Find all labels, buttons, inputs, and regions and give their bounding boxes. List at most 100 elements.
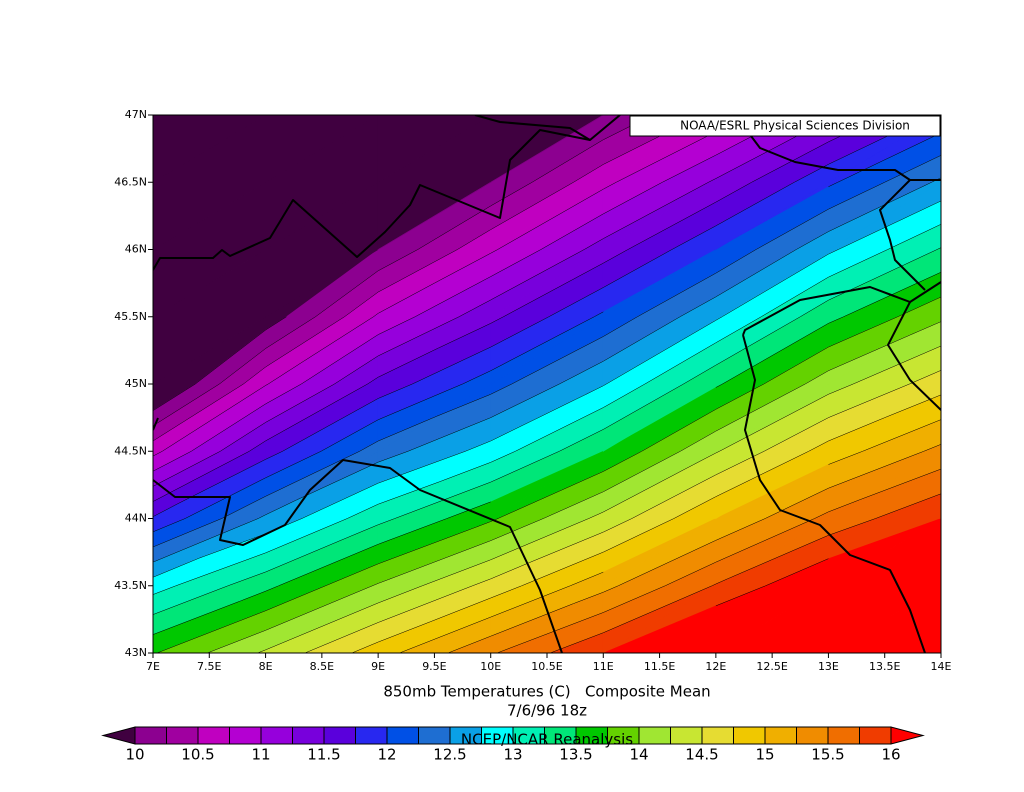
contour-line (153, 585, 229, 615)
contour-line (490, 394, 587, 442)
contour-line (153, 518, 259, 563)
contour-band (377, 115, 492, 183)
colorbar-extend (890, 726, 925, 745)
contour-line (497, 188, 604, 250)
contour-line (436, 394, 491, 417)
contour-line (343, 524, 379, 540)
colorbar-box (355, 726, 388, 745)
contour-line (715, 316, 762, 343)
colorbar-label: 10 (125, 746, 144, 764)
contour-line (631, 474, 716, 519)
borders (153, 115, 941, 653)
contour-band (490, 115, 604, 183)
contour-line (490, 249, 542, 277)
contour-line (923, 444, 941, 452)
colorbar-box (197, 726, 230, 745)
x-tick-label: 14E (931, 660, 952, 673)
contour-line (715, 182, 795, 227)
border (153, 459, 563, 653)
contour-line (490, 518, 544, 541)
y-tick-label: 44.5N (114, 444, 147, 457)
contour-line (378, 383, 463, 420)
contour-line (862, 419, 941, 452)
contour-line (490, 249, 585, 301)
contour-line (828, 451, 924, 489)
x-tick-label: 7.5E (197, 660, 221, 673)
contour-line (265, 518, 348, 554)
colorbar-box (229, 726, 262, 745)
contour-line (378, 585, 423, 604)
credit-box (629, 115, 941, 137)
contour-line (315, 270, 379, 317)
contour-line (715, 451, 720, 454)
y-tick-label: 43.5N (114, 579, 147, 592)
contour-line (282, 602, 379, 643)
colorbar-box (166, 726, 199, 745)
contour-line (265, 585, 279, 592)
contour-line (239, 590, 266, 602)
colorbar-label: 14 (629, 746, 648, 764)
contour-line (673, 496, 716, 519)
colorbar-box (796, 726, 829, 745)
x-tick-label: 7E (146, 660, 160, 673)
source: NCEP/NCAR Reanalysis (461, 731, 633, 749)
contour-band (602, 518, 717, 587)
contour-line (828, 383, 854, 395)
contour-line (434, 253, 491, 284)
contour-line (153, 503, 178, 517)
contour-line (808, 440, 829, 452)
contour-line (490, 451, 516, 463)
contour-line (153, 383, 220, 427)
contour-line (543, 491, 604, 519)
contour-line (153, 383, 244, 442)
contour-line (490, 518, 589, 560)
contour-line (412, 346, 491, 385)
contour-line (708, 178, 716, 183)
contour-line (715, 451, 765, 476)
contour-line (828, 334, 912, 371)
contour-line (715, 518, 815, 563)
contour-line (304, 622, 379, 653)
border (742, 334, 926, 653)
border (879, 179, 926, 291)
contour-line (680, 430, 716, 452)
contour-line (265, 451, 360, 497)
contour-line (497, 471, 604, 519)
contour-line (414, 276, 491, 317)
contour-band (828, 518, 941, 587)
contour-line (751, 141, 829, 183)
contour-line (828, 182, 885, 210)
contour-line (490, 182, 574, 230)
contour-line (325, 563, 379, 586)
contour-line (715, 585, 766, 607)
contour-line (765, 487, 829, 519)
contour-line (378, 316, 416, 335)
contour-line (490, 451, 560, 483)
contour-line (153, 451, 163, 457)
contour-line (814, 511, 829, 519)
x-tick-label: 11E (593, 660, 614, 673)
contour-line (378, 621, 431, 643)
colorbar-label: 15.5 (811, 746, 844, 764)
chart-subtitle: 7/6/96 18z (507, 702, 587, 720)
colorbar-box (386, 726, 419, 745)
contour-line (936, 247, 941, 250)
contour-line (644, 342, 716, 385)
contour-line (603, 518, 674, 553)
contour-line (529, 531, 604, 563)
contour-line (221, 496, 266, 519)
contour-line (671, 225, 716, 250)
contour-line (258, 514, 266, 519)
contour-line (853, 345, 941, 385)
contour-line (490, 316, 595, 371)
contour-line (616, 131, 716, 183)
contour-line (378, 585, 473, 623)
contour-line (603, 585, 713, 633)
border (742, 281, 941, 336)
contour-line (378, 249, 458, 293)
contour-line (457, 229, 491, 250)
contour-line (347, 503, 379, 519)
contour-line (162, 385, 266, 452)
contour-line (439, 462, 491, 482)
contour-line (909, 370, 941, 385)
